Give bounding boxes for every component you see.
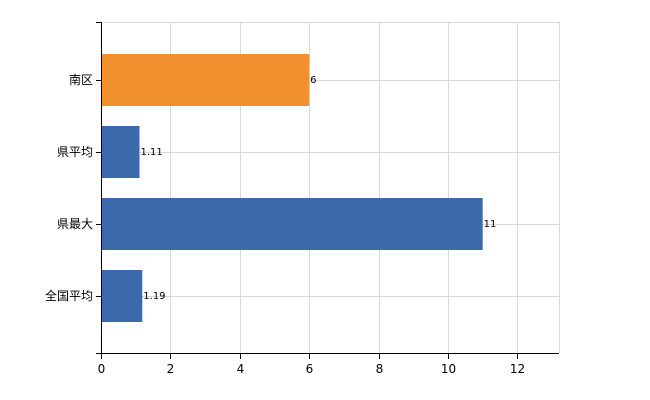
x-tick-label: 4 <box>237 362 245 376</box>
x-tick-label: 0 <box>98 362 106 376</box>
bar <box>101 126 140 178</box>
bar <box>101 270 143 322</box>
x-tick-label: 6 <box>306 362 314 376</box>
x-tick-label: 10 <box>441 362 456 376</box>
y-tick-label: 県最大 <box>57 217 93 231</box>
x-tick-label: 8 <box>376 362 384 376</box>
data-label: 6 <box>310 75 316 86</box>
x-tick-label: 2 <box>167 362 175 376</box>
data-label: 11 <box>484 219 497 230</box>
y-tick-label: 南区 <box>69 72 93 87</box>
bar <box>101 54 310 106</box>
x-tick-label: 12 <box>510 362 525 376</box>
y-tick-label: 全国平均 <box>45 288 93 303</box>
data-label: 1.19 <box>143 291 165 302</box>
data-label: 1.11 <box>141 147 163 158</box>
bar <box>101 198 483 250</box>
bars <box>101 54 483 322</box>
y-tick-label: 県平均 <box>57 145 93 159</box>
axes <box>96 22 559 359</box>
